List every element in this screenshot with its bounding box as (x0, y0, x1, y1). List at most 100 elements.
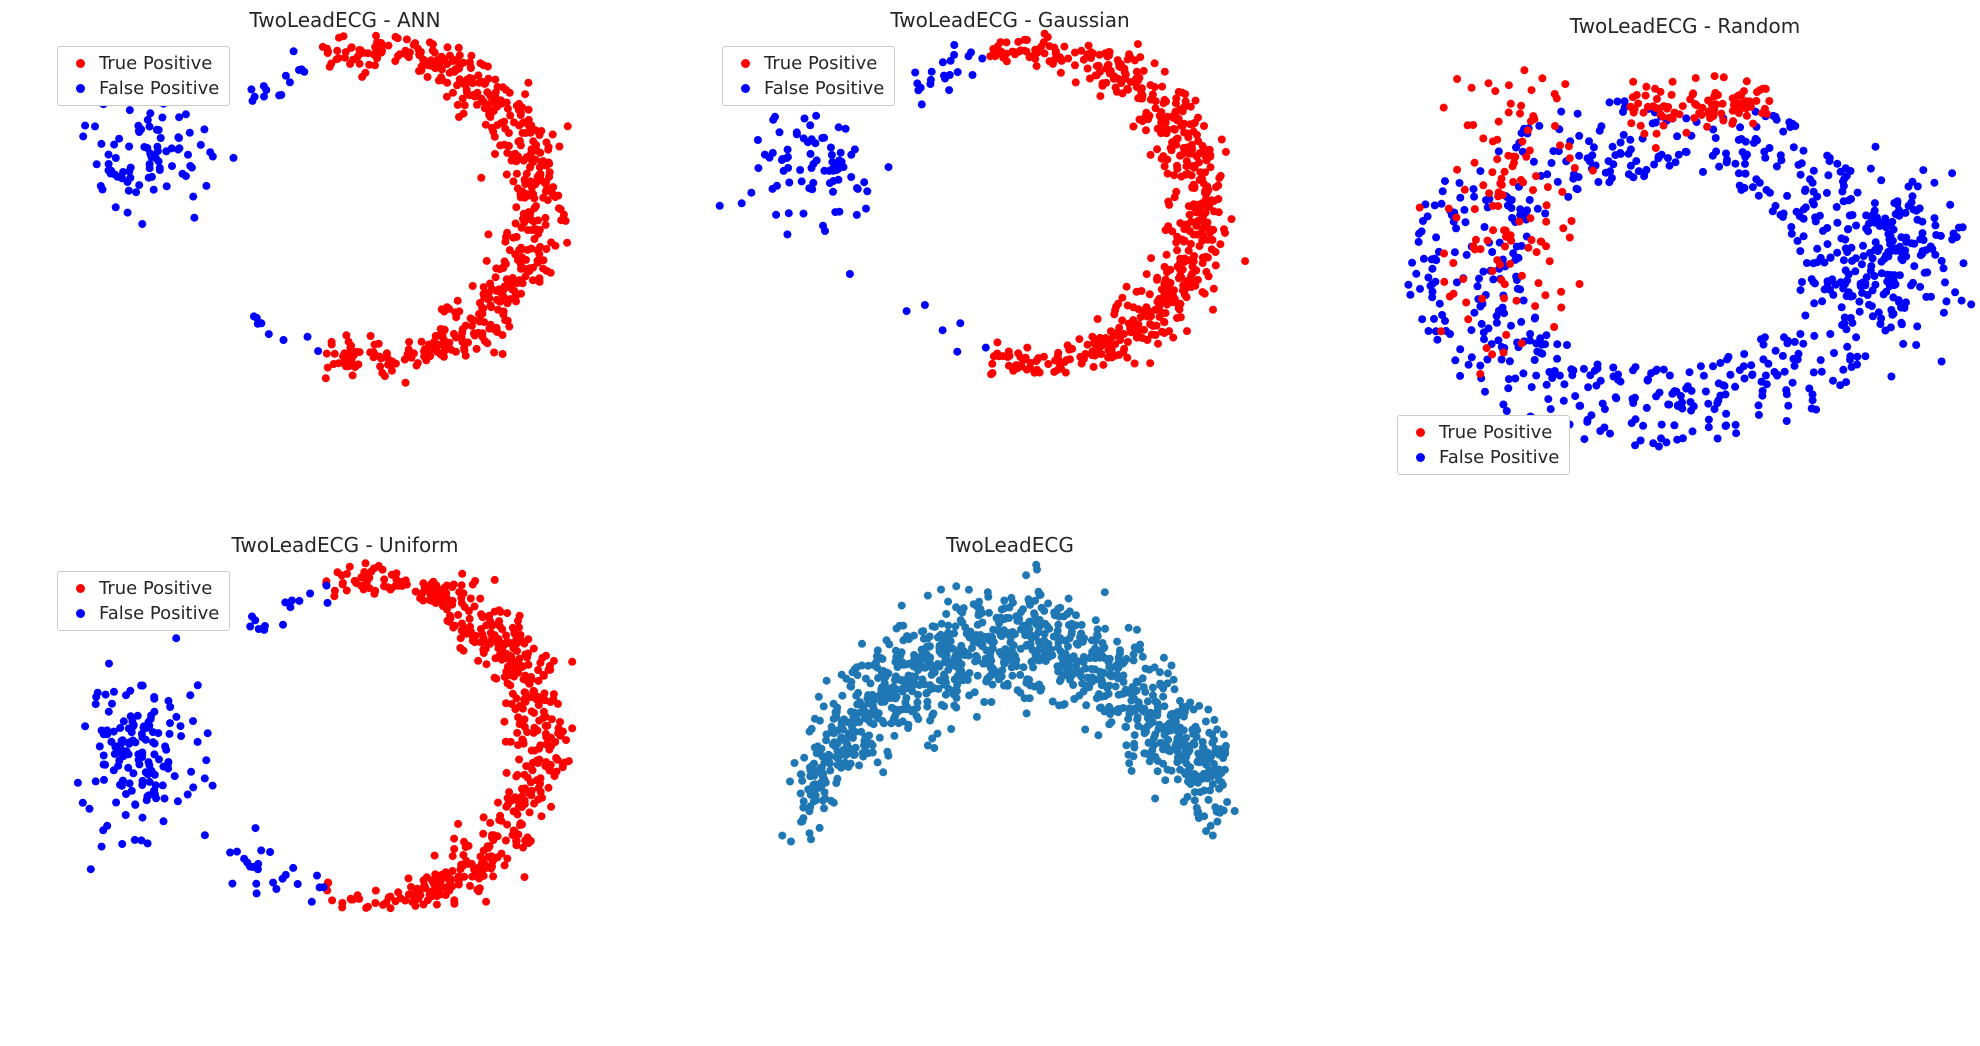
scatter-point (281, 71, 290, 80)
scatter-point (1678, 102, 1687, 111)
scatter-point (1210, 207, 1219, 216)
scatter-point (491, 273, 500, 282)
scatter-point (421, 884, 430, 893)
scatter-point (443, 60, 452, 68)
scatter-point (532, 202, 540, 211)
scatter-point (1748, 370, 1757, 379)
scatter-point (1957, 296, 1966, 305)
scatter-point (1517, 339, 1526, 348)
scatter-point (1832, 203, 1841, 211)
scatter-point (1195, 758, 1204, 767)
scatter-point (1057, 56, 1066, 65)
scatter-point (1640, 129, 1649, 138)
scatter-point (356, 46, 365, 55)
scatter-point (541, 722, 550, 730)
scatter-point (433, 347, 442, 356)
scatter-point (1470, 245, 1479, 254)
scatter-point (289, 47, 298, 56)
scatter-point (1415, 203, 1424, 212)
scatter-point (269, 878, 278, 887)
scatter-point (193, 737, 202, 746)
scatter-point (482, 897, 491, 906)
scatter-point (348, 371, 357, 380)
scatter-point (1064, 594, 1073, 603)
scatter-point (1167, 146, 1176, 155)
scatter-point (800, 753, 809, 762)
scatter-point (1006, 638, 1015, 647)
scatter-point (969, 600, 978, 609)
scatter-point (1485, 189, 1494, 198)
scatter-point (1897, 233, 1906, 242)
scatter-point (1203, 182, 1212, 191)
scatter-point (1481, 387, 1489, 396)
scatter-point (537, 127, 546, 135)
scatter-point (1707, 100, 1716, 109)
scatter-point (524, 105, 533, 114)
scatter-point (1542, 242, 1551, 251)
scatter-point (1194, 216, 1203, 225)
scatter-point (530, 746, 539, 755)
scatter-point (1494, 117, 1503, 126)
scatter-point (978, 640, 987, 649)
scatter-point (1424, 273, 1433, 282)
scatter-point (1816, 356, 1825, 365)
scatter-point (135, 760, 144, 769)
scatter-point (1090, 646, 1099, 655)
scatter-point (1852, 221, 1861, 230)
scatter-point (524, 660, 533, 669)
scatter-point (833, 739, 842, 748)
scatter-point (1088, 351, 1096, 360)
scatter-point (1039, 38, 1048, 47)
scatter-point (318, 42, 327, 51)
scatter-point (537, 812, 546, 821)
scatter-point (507, 700, 516, 709)
scatter-point (1794, 160, 1803, 169)
scatter-point (1799, 339, 1808, 348)
scatter-point (1748, 183, 1757, 192)
plot-raw: TwoLeadECG (725, 525, 1295, 1015)
scatter-point (1889, 276, 1898, 285)
scatter-point (1191, 96, 1200, 105)
scatter-point (246, 622, 255, 631)
legend-marker-true-positive (1416, 428, 1425, 437)
scatter-point (384, 360, 392, 369)
scatter-point (1565, 233, 1574, 242)
scatter-point (1065, 607, 1074, 616)
scatter-point (295, 66, 303, 74)
scatter-point (524, 649, 532, 658)
scatter-point (150, 694, 159, 703)
scatter-point (1130, 359, 1139, 368)
scatter-point (1514, 253, 1523, 262)
scatter-point (1657, 420, 1666, 429)
scatter-point (1187, 272, 1196, 280)
scatter-point (1919, 166, 1928, 175)
scatter-point (545, 172, 554, 181)
scatter-point (1146, 359, 1155, 368)
scatter-point (1826, 253, 1835, 262)
scatter-point (1538, 74, 1547, 83)
scatter-point (1031, 632, 1040, 640)
scatter-point (519, 843, 527, 852)
scatter-point (1133, 713, 1142, 722)
scatter-point (1551, 122, 1559, 130)
scatter-point (928, 711, 937, 720)
scatter-point (1741, 152, 1750, 161)
scatter-point (1459, 275, 1468, 284)
scatter-point (1873, 247, 1882, 255)
plot-gaussian: TwoLeadECG - Gaussian True Positive Fals… (715, 0, 1295, 475)
scatter-point (1171, 99, 1180, 108)
scatter-point (815, 823, 824, 832)
scatter-point (1600, 423, 1609, 432)
scatter-point (1559, 224, 1568, 233)
scatter-point (1787, 229, 1796, 238)
scatter-point (488, 833, 496, 842)
scatter-point (923, 591, 932, 600)
scatter-point (1532, 248, 1541, 257)
scatter-point (1033, 365, 1042, 374)
scatter-point (1724, 352, 1733, 361)
scatter-point (1762, 380, 1771, 389)
scatter-point (1710, 72, 1719, 81)
scatter-point (1536, 237, 1545, 246)
scatter-point (1061, 636, 1070, 645)
scatter-point (1123, 84, 1132, 93)
